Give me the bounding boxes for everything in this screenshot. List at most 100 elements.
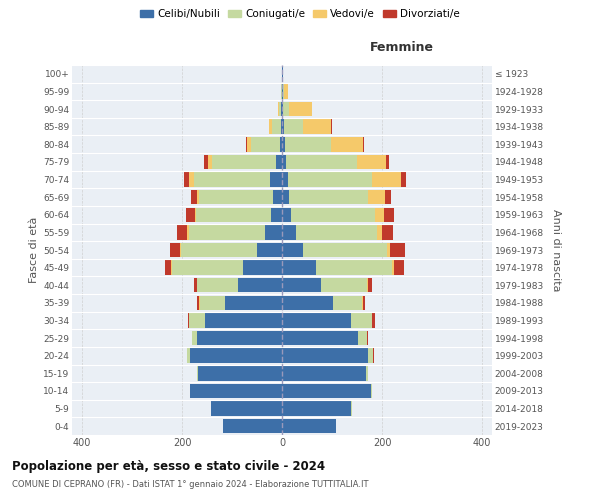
- Bar: [251, 137, 280, 152]
- Bar: [296, 225, 377, 240]
- Bar: [277, 102, 278, 117]
- Bar: [386, 154, 389, 169]
- Bar: [199, 296, 224, 310]
- Bar: [394, 260, 404, 275]
- Bar: [286, 154, 357, 169]
- Bar: [283, 102, 289, 117]
- Bar: [289, 102, 311, 117]
- Bar: [257, 243, 282, 257]
- Bar: [371, 384, 372, 398]
- Bar: [282, 190, 289, 204]
- Bar: [384, 208, 394, 222]
- Bar: [238, 278, 282, 292]
- Bar: [280, 137, 282, 152]
- Bar: [282, 137, 284, 152]
- Text: Popolazione per età, sesso e stato civile - 2024: Popolazione per età, sesso e stato civil…: [12, 460, 325, 473]
- Bar: [194, 278, 197, 292]
- Bar: [282, 296, 333, 310]
- Bar: [212, 154, 276, 169]
- Bar: [282, 331, 358, 345]
- Bar: [269, 172, 282, 186]
- Bar: [190, 384, 282, 398]
- Bar: [247, 137, 251, 152]
- Bar: [392, 260, 394, 275]
- Bar: [282, 172, 288, 186]
- Bar: [382, 225, 393, 240]
- Bar: [245, 137, 247, 152]
- Bar: [171, 260, 172, 275]
- Bar: [281, 102, 282, 117]
- Bar: [271, 208, 282, 222]
- Bar: [303, 120, 331, 134]
- Bar: [197, 331, 282, 345]
- Bar: [368, 190, 385, 204]
- Bar: [351, 314, 372, 328]
- Bar: [192, 331, 197, 345]
- Bar: [284, 84, 287, 98]
- Bar: [363, 137, 364, 152]
- Bar: [177, 225, 187, 240]
- Bar: [358, 331, 367, 345]
- Bar: [282, 102, 283, 117]
- Bar: [387, 243, 389, 257]
- Bar: [278, 102, 281, 117]
- Bar: [284, 120, 303, 134]
- Bar: [265, 225, 282, 240]
- Bar: [375, 208, 384, 222]
- Bar: [368, 348, 373, 363]
- Bar: [372, 172, 401, 186]
- Bar: [282, 154, 286, 169]
- Bar: [271, 120, 281, 134]
- Bar: [184, 172, 188, 186]
- Bar: [187, 314, 188, 328]
- Bar: [194, 208, 196, 222]
- Bar: [204, 154, 208, 169]
- Bar: [180, 243, 181, 257]
- Bar: [198, 366, 282, 380]
- Text: COMUNE DI CEPRANO (FR) - Dati ISTAT 1° gennaio 2024 - Elaborazione TUTTITALIA.IT: COMUNE DI CEPRANO (FR) - Dati ISTAT 1° g…: [12, 480, 368, 489]
- Text: Femmine: Femmine: [370, 41, 434, 54]
- Bar: [321, 278, 367, 292]
- Bar: [197, 278, 238, 292]
- Bar: [196, 208, 271, 222]
- Bar: [224, 296, 282, 310]
- Bar: [185, 208, 194, 222]
- Bar: [289, 190, 368, 204]
- Bar: [211, 402, 282, 416]
- Bar: [172, 260, 243, 275]
- Bar: [269, 120, 271, 134]
- Bar: [243, 260, 282, 275]
- Bar: [333, 296, 362, 310]
- Bar: [282, 243, 303, 257]
- Bar: [282, 225, 296, 240]
- Bar: [331, 137, 363, 152]
- Bar: [282, 419, 336, 434]
- Bar: [316, 260, 392, 275]
- Bar: [197, 296, 199, 310]
- Bar: [282, 402, 351, 416]
- Bar: [282, 348, 368, 363]
- Bar: [291, 208, 375, 222]
- Bar: [208, 154, 212, 169]
- Bar: [366, 366, 367, 380]
- Bar: [187, 348, 190, 363]
- Bar: [282, 384, 371, 398]
- Bar: [197, 366, 198, 380]
- Bar: [283, 84, 284, 98]
- Bar: [282, 314, 351, 328]
- Bar: [389, 243, 404, 257]
- Bar: [367, 331, 368, 345]
- Bar: [282, 260, 316, 275]
- Bar: [282, 120, 284, 134]
- Bar: [188, 172, 193, 186]
- Bar: [377, 225, 382, 240]
- Bar: [197, 190, 199, 204]
- Bar: [199, 190, 273, 204]
- Bar: [282, 208, 291, 222]
- Bar: [273, 190, 282, 204]
- Bar: [223, 419, 282, 434]
- Bar: [281, 120, 282, 134]
- Bar: [357, 154, 386, 169]
- Bar: [282, 278, 321, 292]
- Bar: [372, 314, 374, 328]
